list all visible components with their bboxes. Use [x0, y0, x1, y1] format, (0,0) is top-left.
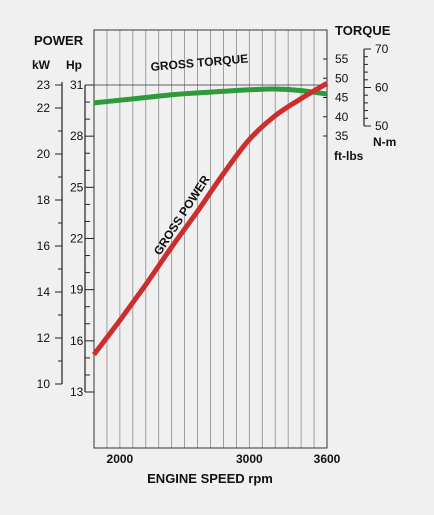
ftlbs-tick-label: 45 — [335, 91, 349, 105]
hp-tick-label: 13 — [70, 385, 84, 399]
hp-tick-label: 16 — [70, 334, 84, 348]
hp-tick-label: 28 — [70, 129, 84, 143]
hp-tick-label: 19 — [70, 283, 84, 297]
ftlbs-tick-label: 50 — [335, 71, 349, 85]
hp-tick-label: 31 — [70, 78, 84, 92]
nm-tick-label: 70 — [375, 42, 389, 56]
kw-tick-label: 10 — [37, 377, 51, 391]
hp-unit-label: Hp — [66, 58, 82, 72]
power-axis-title: POWER — [34, 33, 84, 48]
x-tick-label: 3000 — [236, 452, 263, 466]
kw-tick-label: 22 — [37, 101, 51, 115]
gross-power-line — [92, 81, 329, 357]
hp-tick-label: 22 — [70, 232, 84, 246]
kw-tick-label: 14 — [37, 285, 51, 299]
hp-tick-label: 25 — [70, 180, 84, 194]
x-tick-label: 3600 — [314, 452, 341, 466]
kw-tick-label: 20 — [37, 147, 51, 161]
kw-tick-label: 16 — [37, 239, 51, 253]
grid — [106, 30, 315, 448]
kw-tick-label: 18 — [37, 193, 51, 207]
gross-power-label: GROSS POWER — [151, 173, 213, 258]
ftlbs-tick-label: 40 — [335, 110, 349, 124]
gross-torque-line — [93, 86, 328, 106]
x-tick-label: 2000 — [107, 452, 134, 466]
nm-tick-label: 50 — [375, 119, 389, 133]
ftlbs-unit-label: ft-lbs — [334, 149, 364, 163]
ftlbs-tick-label: 55 — [335, 52, 349, 66]
nm-unit-label: N-m — [373, 135, 396, 149]
torque-axis-title: TORQUE — [335, 23, 391, 38]
kw-unit-label: kW — [32, 58, 51, 72]
x-axis-label: ENGINE SPEED rpm — [147, 471, 273, 486]
axes: 2000 3000 3600 10 12 14 16 18 20 22 23 13 16 19 22 25 28… — [37, 42, 389, 466]
kw-tick-label: 23 — [37, 78, 51, 92]
ftlbs-tick-label: 35 — [335, 129, 349, 143]
nm-tick-label: 60 — [375, 81, 389, 95]
kw-tick-label: 12 — [37, 331, 51, 345]
series-group — [92, 81, 329, 357]
gross-torque-label: GROSS TORQUE — [150, 52, 249, 74]
